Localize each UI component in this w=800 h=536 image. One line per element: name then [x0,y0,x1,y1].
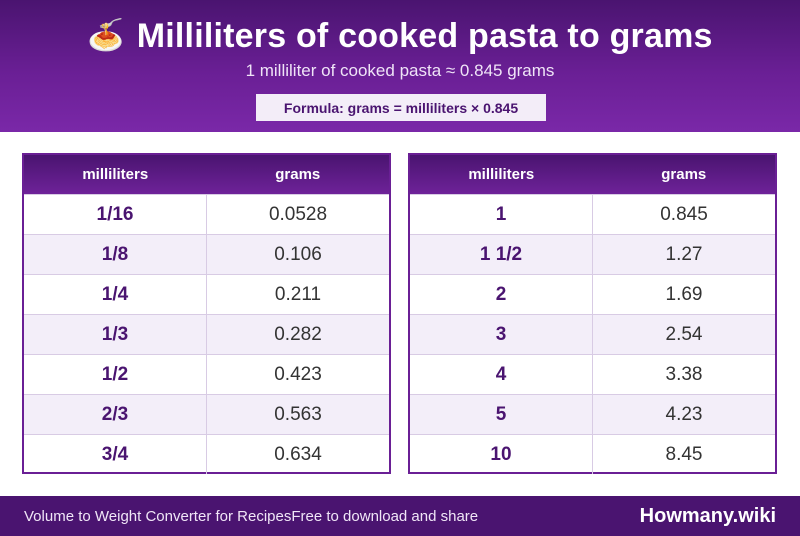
table-row: 1/8 0.106 [24,234,389,274]
header-banner: 🍝 Milliliters of cooked pasta to grams 1… [0,0,800,132]
table-row: 1/16 0.0528 [24,194,389,234]
table-row: 3 2.54 [410,314,775,354]
table-row: 10 8.45 [410,434,775,474]
formula-badge: Formula: grams = milliliters × 0.845 [256,94,546,121]
table-row: 3/4 0.634 [24,434,389,474]
spaghetti-icon: 🍝 [87,18,125,53]
table-row: 1/4 0.211 [24,274,389,314]
grams-cell: 0.423 [274,363,322,385]
milliliters-cell: 1 [410,195,593,234]
footer-note: Free to download and share [291,507,479,525]
table-row: 2/3 0.563 [24,394,389,434]
milliliters-cell: 1/2 [24,355,207,394]
grams-cell: 0.563 [274,403,322,425]
milliliters-cell: 4 [410,355,593,394]
conversion-table-left: milliliters grams 1/16 0.0528 1/8 0.106 1/4 0… [22,153,391,474]
milliliters-cell: 5 [410,395,593,434]
grams-cell: 4.23 [665,403,703,425]
page-subtitle: 1 milliliter of cooked pasta ≈ 0.845 gra… [245,61,555,80]
milliliters-cell: 1 1/2 [410,235,593,274]
footer-tagline: Volume to Weight Converter for Recipes [24,507,292,525]
table-row: 4 3.38 [410,354,775,394]
milliliters-cell: 1/8 [24,235,207,274]
grams-cell: 0.211 [274,283,322,305]
table-header: milliliters grams [24,155,389,194]
column-header-grams: grams [275,166,321,183]
table-row: 1 1/2 1.27 [410,234,775,274]
grams-cell: 2.54 [665,323,703,345]
brand-logo-text[interactable]: Howmany.wiki [639,504,776,527]
footer-bar: Volume to Weight Converter for Recipes F… [0,496,800,536]
grams-cell: 1.69 [665,283,703,305]
milliliters-cell: 3 [410,315,593,354]
milliliters-cell: 2/3 [24,395,207,434]
column-header-milliliters: milliliters [468,166,535,183]
table-row: 1 0.845 [410,194,775,234]
grams-cell: 0.282 [274,323,322,345]
column-header-grams: grams [661,166,707,183]
milliliters-cell: 1/3 [24,315,207,354]
column-header-milliliters: milliliters [82,166,149,183]
grams-cell: 3.38 [665,363,703,385]
title-row: 🍝 Milliliters of cooked pasta to grams [0,14,800,58]
milliliters-cell: 3/4 [24,435,207,474]
table-header: milliliters grams [410,155,775,194]
table-row: 1/3 0.282 [24,314,389,354]
grams-cell: 8.45 [665,443,703,465]
grams-cell: 0.106 [274,243,322,265]
grams-cell: 0.0528 [268,203,328,225]
grams-cell: 0.845 [660,203,708,225]
milliliters-cell: 1/4 [24,275,207,314]
table-row: 5 4.23 [410,394,775,434]
page-title: Milliliters of cooked pasta to grams [136,17,713,55]
grams-cell: 0.634 [274,443,322,465]
conversion-table-right: milliliters grams 1 0.845 1 1/2 1.27 2 1.69 3 2… [408,153,777,474]
milliliters-cell: 1/16 [24,195,207,234]
table-row: 1/2 0.423 [24,354,389,394]
table-row: 2 1.69 [410,274,775,314]
milliliters-cell: 10 [410,435,593,474]
grams-cell: 1.27 [665,243,703,265]
milliliters-cell: 2 [410,275,593,314]
